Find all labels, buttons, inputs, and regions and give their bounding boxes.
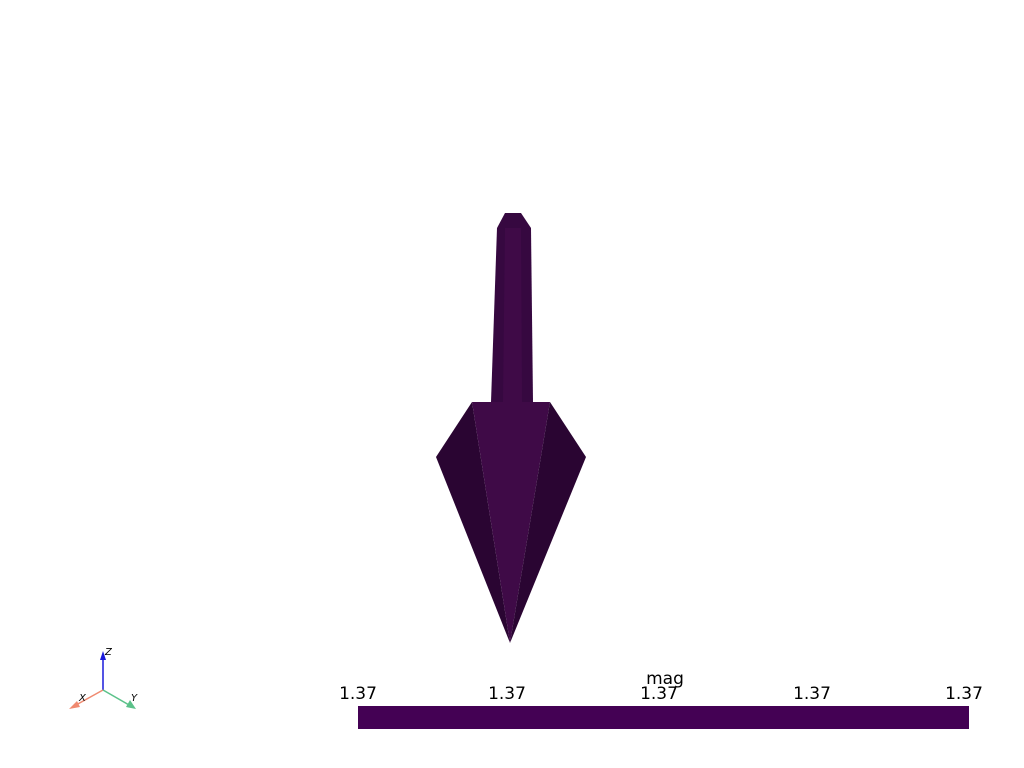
z-axis-arrowhead [100,651,106,660]
x-axis-arrowhead [69,701,80,709]
y-axis-line [102,689,130,706]
scalar-bar-tick-label: 1.37 [339,684,377,704]
scalar-bar-color-strip [358,706,969,729]
y-axis-label: Y [131,693,138,704]
arrow-head-right-face [510,402,586,643]
y-axis-arrowhead [126,700,136,709]
scalar-bar-tick-label: 1.37 [793,684,831,704]
x-axis-line [75,689,104,706]
scalar-bar-tick-label: 1.37 [488,684,526,704]
z-axis-label: Z [104,647,113,658]
x-axis-label: X [78,693,87,704]
arrow-head-left-face [436,402,510,643]
arrow-shaft-front [503,228,522,402]
scalar-bar-tick-label: 1.37 [640,684,678,704]
scalar-bar-title: mag [646,669,684,689]
scalar-bar-tick-label: 1.37 [945,684,983,704]
arrow-head-front-face [472,402,550,643]
orientation-axes: Z X Y [69,647,138,709]
arrow-glyph [436,213,586,643]
